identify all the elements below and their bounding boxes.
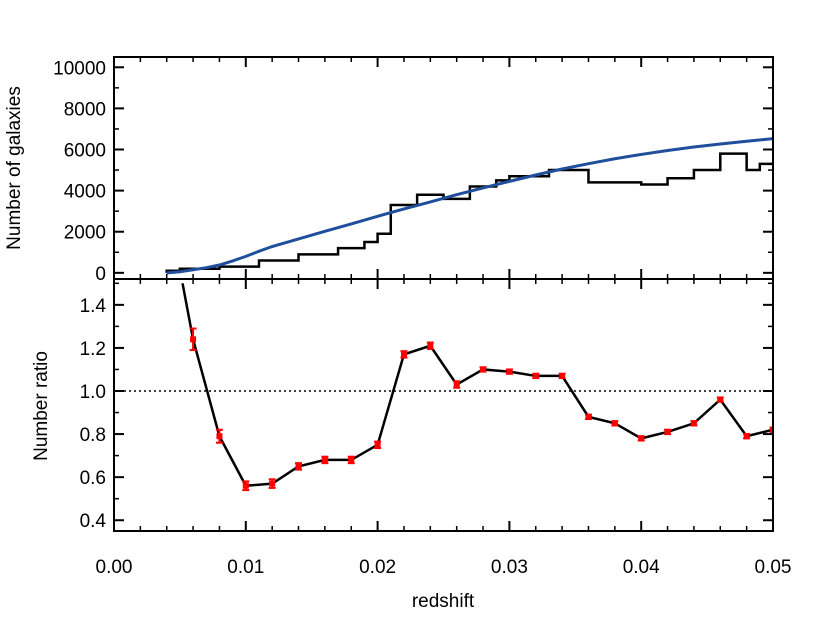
ratio-data-point (559, 372, 566, 379)
model-curve-series (166, 137, 773, 275)
top-y-tick-label: 4000 (64, 182, 106, 203)
top-panel-ticks: 0 2000 4000 6000 8000 10000 (53, 57, 774, 285)
top-panel: 0 2000 4000 6000 8000 10000 Number of galaxie… (4, 56, 774, 285)
ratio-data-point (242, 482, 249, 489)
bottom-y-tick-label: 1.2 (80, 339, 106, 360)
x-tick-label: 0.04 (623, 557, 660, 578)
ratio-data-point (400, 351, 407, 358)
top-y-tick-label: 0 (95, 264, 106, 285)
top-y-tick-label: 10000 (53, 58, 106, 79)
bottom-y-tick-label: 0.4 (80, 511, 107, 532)
bottom-y-tick-label: 1.4 (80, 296, 107, 317)
bottom-panel: 0.4 0.6 0.8 1.0 1.2 1.4 0.00 0.01 0.02 0.03 0.04 0.… (31, 278, 792, 612)
histogram-series (165, 152, 773, 273)
x-tick-label: 0.01 (227, 557, 264, 578)
bottom-y-tick-label: 0.6 (80, 468, 106, 489)
x-axis-title: redshift (412, 591, 475, 612)
ratio-data-point (480, 366, 487, 373)
top-plot-area (165, 137, 773, 275)
bottom-panel-frame (113, 278, 774, 532)
top-y-tick-label: 2000 (64, 223, 106, 244)
ratio-data-point (190, 336, 197, 343)
ratio-data-point (664, 428, 671, 435)
ratio-data-point (348, 456, 355, 463)
x-tick-label: 0.05 (755, 557, 792, 578)
x-tick-label: 0.00 (96, 557, 133, 578)
ratio-data-point (717, 396, 724, 403)
x-tick-label: 0.03 (491, 557, 528, 578)
top-y-tick-label: 8000 (64, 99, 106, 120)
ratio-data-point (743, 433, 750, 440)
ratio-data-point (585, 413, 592, 420)
bottom-y-axis-title: Number ratio (31, 351, 52, 461)
top-y-tick-label: 6000 (64, 141, 106, 162)
ratio-data-point (216, 433, 223, 440)
x-tick-label: 0.02 (359, 557, 396, 578)
top-y-axis-title: Number of galaxies (4, 86, 25, 250)
ratio-data-point (321, 456, 328, 463)
ratio-data-point (506, 368, 513, 375)
ratio-data-point (638, 435, 645, 442)
bottom-y-tick-label: 1.0 (80, 382, 106, 403)
bottom-plot-area (181, 283, 773, 492)
ratio-series-line (181, 283, 773, 488)
ratio-data-point (532, 372, 539, 379)
ratio-data-point (690, 420, 697, 427)
bottom-panel-ticks: 0.4 0.6 0.8 1.0 1.2 1.4 0.00 0.01 0.02 0.03 0.04 0.… (80, 279, 792, 578)
ratio-data-point (295, 463, 302, 470)
bottom-y-tick-label: 0.8 (80, 425, 106, 446)
top-panel-frame (113, 56, 774, 280)
ratio-data-point (611, 420, 618, 427)
ratio-data-point (453, 381, 460, 388)
ratio-data-point (269, 480, 276, 487)
ratio-data-point (427, 342, 434, 349)
ratio-data-point (374, 441, 381, 448)
ratio-data-point (770, 426, 773, 433)
